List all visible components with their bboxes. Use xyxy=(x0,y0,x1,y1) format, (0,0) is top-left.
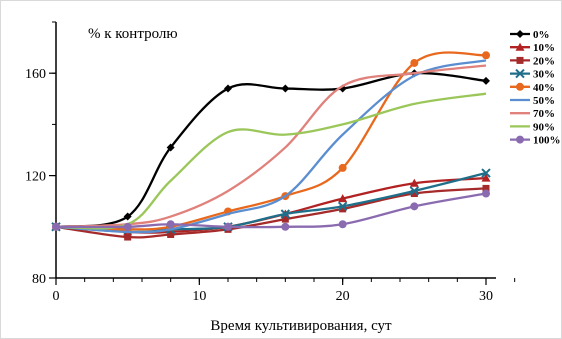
series-line xyxy=(55,51,487,231)
data-point xyxy=(410,58,419,67)
data-point xyxy=(410,202,419,211)
x-axis-label: Время культивирования, сут xyxy=(210,318,392,334)
legend-marker xyxy=(516,135,524,144)
data-point xyxy=(338,194,348,203)
axes xyxy=(55,22,496,279)
data-point xyxy=(410,190,418,198)
legend-item: 50% xyxy=(510,95,555,107)
data-point xyxy=(166,220,175,229)
data-point xyxy=(166,143,175,152)
legend-label: 10% xyxy=(533,42,555,54)
data-point xyxy=(52,222,60,231)
series-line xyxy=(55,64,487,228)
y-tick-label: 120 xyxy=(25,170,46,185)
series-40% xyxy=(52,51,490,234)
legend-item: 40% xyxy=(510,82,555,94)
legend-item: 0% xyxy=(510,29,550,41)
data-point xyxy=(281,222,290,231)
x-ticks: 0 10 20 30 xyxy=(53,278,516,304)
legend-marker xyxy=(516,56,524,64)
data-point xyxy=(482,189,490,198)
data-point xyxy=(339,205,347,213)
legend-label: 40% xyxy=(533,82,555,94)
legend-marker xyxy=(516,82,524,91)
data-point xyxy=(224,84,232,93)
y-tick-label: 160 xyxy=(25,67,46,82)
chart-annotation: % к контролю xyxy=(88,26,178,42)
data-point xyxy=(338,163,347,172)
series-90% xyxy=(55,92,487,230)
data-point xyxy=(281,215,289,223)
legend-label: 70% xyxy=(533,108,555,120)
legend-item: 20% xyxy=(510,55,555,67)
legend-marker xyxy=(516,30,524,38)
legend-label: 100% xyxy=(533,135,561,147)
series-layer xyxy=(51,51,491,241)
data-point xyxy=(482,76,490,85)
legend-label: 30% xyxy=(533,69,555,81)
series-50% xyxy=(55,59,487,234)
legend: 0%10%20% 30%40%50%70%90% 100% xyxy=(510,29,561,147)
y-ticks: 80 120 160 xyxy=(25,21,56,287)
data-point xyxy=(280,209,291,219)
legend-item: 70% xyxy=(510,108,555,120)
legend-item: 90% xyxy=(510,121,555,133)
x-tick-label: 20 xyxy=(336,289,350,304)
data-point xyxy=(482,51,490,60)
series-line xyxy=(55,59,487,234)
legend-item: 30% xyxy=(510,69,555,81)
data-point xyxy=(409,186,420,196)
legend-label: 90% xyxy=(533,121,555,133)
legend-label: 50% xyxy=(533,95,555,107)
data-point xyxy=(337,201,348,212)
legend-label: 0% xyxy=(533,29,550,41)
data-point xyxy=(224,222,232,231)
x-tick-label: 0 xyxy=(53,289,60,304)
legend-marker xyxy=(515,68,525,79)
data-point xyxy=(123,212,132,221)
y-tick-label: 80 xyxy=(32,272,46,287)
data-point xyxy=(481,168,491,178)
series-100% xyxy=(52,189,490,231)
data-point xyxy=(167,230,175,238)
data-point xyxy=(123,222,132,231)
legend-item: 10% xyxy=(510,42,555,54)
data-point xyxy=(409,178,419,187)
series-0% xyxy=(52,69,490,231)
data-point xyxy=(481,173,491,182)
legend-label: 20% xyxy=(533,55,555,67)
series-70% xyxy=(55,64,487,228)
data-point xyxy=(281,84,290,93)
legend-marker xyxy=(515,42,525,51)
series-line xyxy=(55,92,487,230)
x-tick-label: 10 xyxy=(192,289,206,304)
legend-item: 100% xyxy=(510,135,561,147)
x-tick-label: 30 xyxy=(479,289,493,304)
data-point xyxy=(482,184,490,192)
data-point xyxy=(338,220,347,229)
data-point xyxy=(124,233,132,241)
